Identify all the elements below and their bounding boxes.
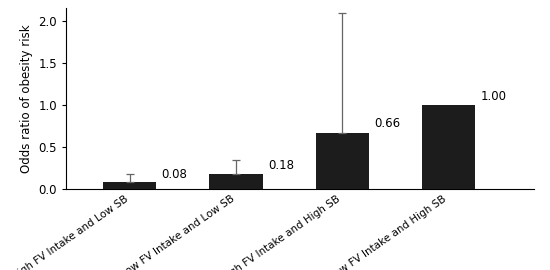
Bar [103, 182, 156, 189]
Text: 0.18: 0.18 [268, 159, 294, 172]
Text: 0.08: 0.08 [162, 168, 188, 181]
Text: 0.66: 0.66 [374, 117, 400, 130]
Bar [210, 174, 262, 189]
Bar [422, 105, 475, 189]
Y-axis label: Odds ratio of obesity risk: Odds ratio of obesity risk [20, 24, 33, 173]
Text: 1.00: 1.00 [480, 90, 507, 103]
Bar [316, 133, 369, 189]
